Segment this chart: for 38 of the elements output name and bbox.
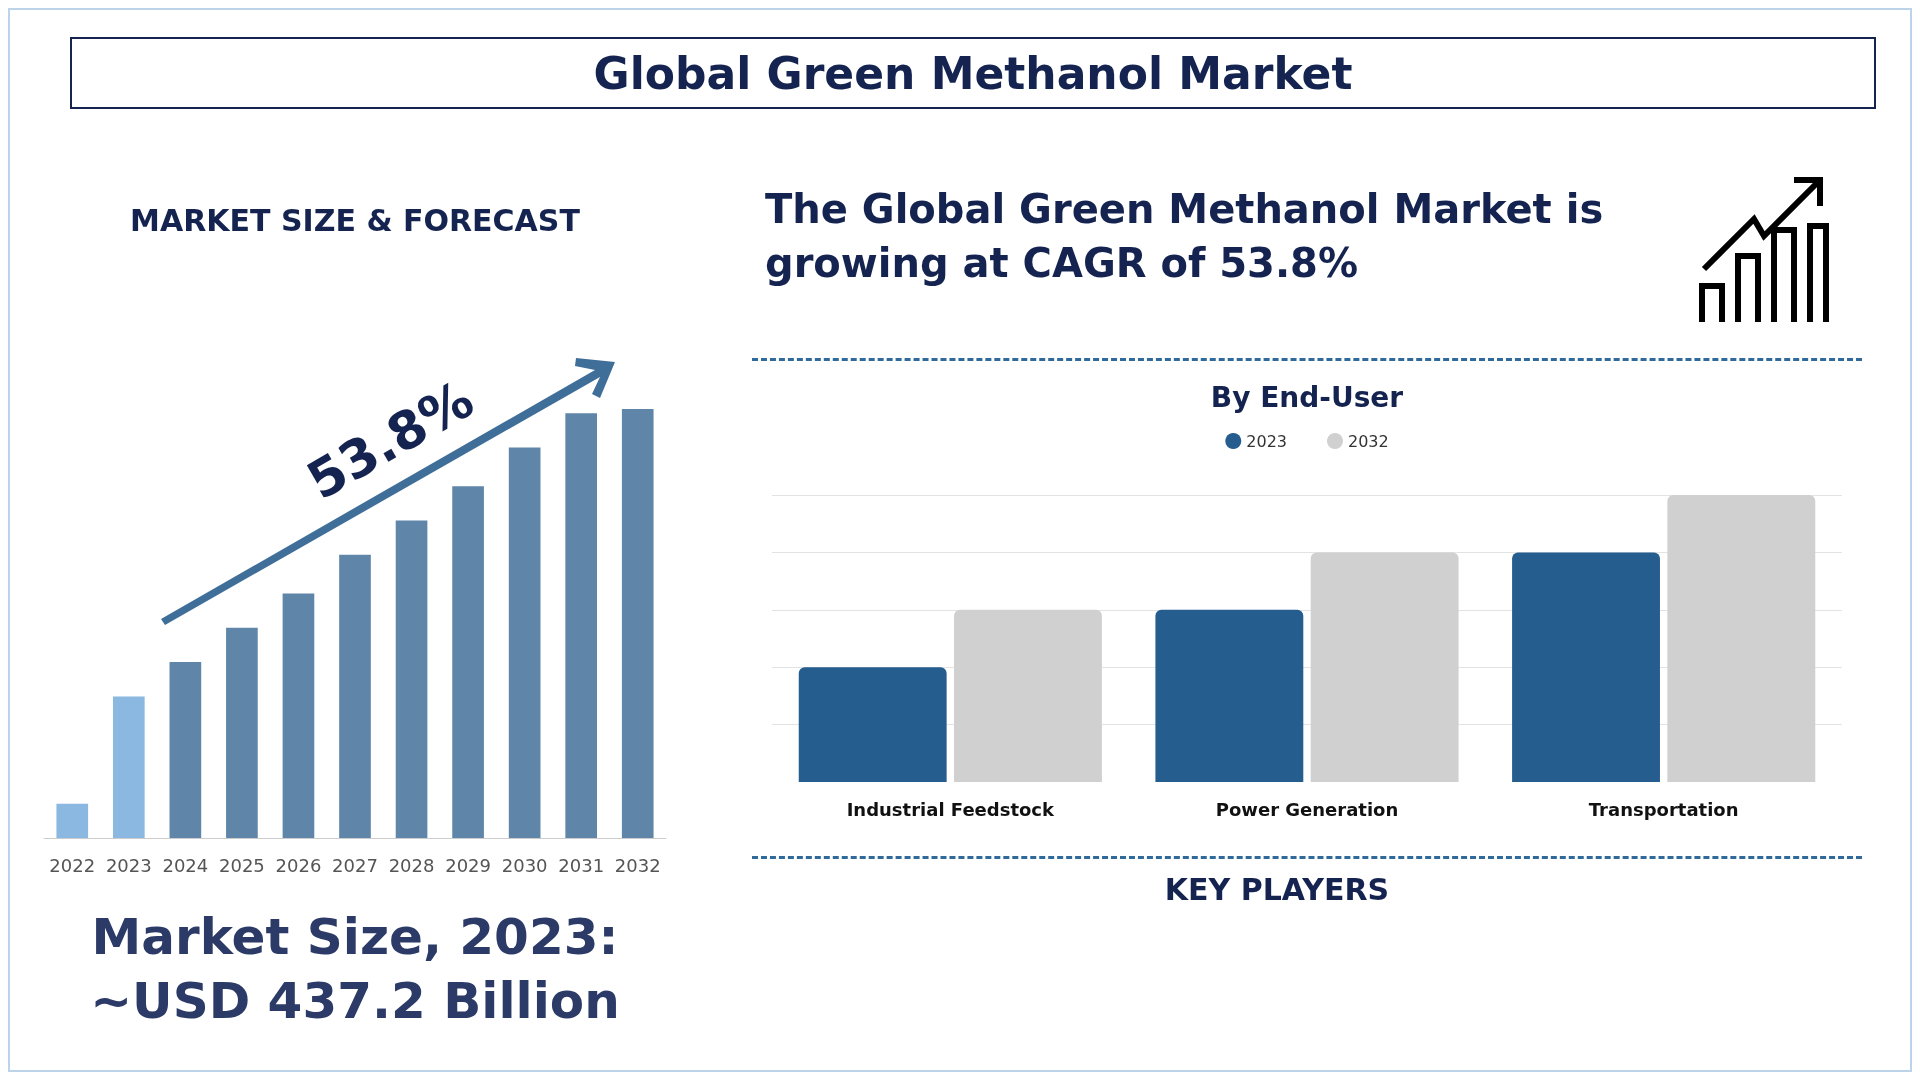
text: The Global Green Methanol Market is growing at CAGR of 53.8% bbox=[765, 185, 1605, 288]
bar bbox=[169, 662, 202, 838]
x-tick-label: 2022 bbox=[49, 854, 96, 876]
x-tick-label: 2028 bbox=[388, 854, 435, 876]
text: Market Size, 2023: ~USD 437.2 Billion bbox=[89, 907, 621, 1032]
bar bbox=[1155, 609, 1304, 782]
text: KEY PLAYERS bbox=[1163, 872, 1391, 907]
x-tick-label: 2025 bbox=[219, 854, 265, 876]
x-tick-label: 2031 bbox=[558, 854, 605, 876]
legend-label: 2032 bbox=[1348, 431, 1389, 451]
chart-title: MARKET SIZE & FORECAST bbox=[130, 202, 581, 238]
x-tick-label: 2027 bbox=[332, 854, 378, 876]
x-tick-label: 2029 bbox=[445, 854, 491, 876]
x-tick-label: 2032 bbox=[614, 854, 661, 876]
x-tick-label: Transportation bbox=[1588, 798, 1739, 820]
x-tick-label: 2030 bbox=[501, 854, 548, 876]
bar bbox=[395, 520, 428, 838]
bar bbox=[56, 803, 89, 838]
bar bbox=[226, 627, 258, 838]
bar bbox=[621, 409, 654, 838]
bar bbox=[282, 593, 315, 838]
bar bbox=[1310, 552, 1459, 782]
x-tick-label: 2026 bbox=[275, 854, 322, 876]
x-tick-label: Industrial Feedstock bbox=[846, 798, 1056, 820]
bar bbox=[954, 609, 1102, 782]
x-tick-label: 2023 bbox=[105, 854, 152, 876]
bar bbox=[1667, 495, 1816, 782]
bar bbox=[565, 413, 598, 838]
x-tick-label: Power Generation bbox=[1215, 798, 1399, 820]
bar bbox=[798, 667, 947, 782]
bar bbox=[339, 554, 371, 838]
x-tick-label: 2024 bbox=[162, 854, 209, 876]
legend-label: 2023 bbox=[1246, 431, 1287, 451]
bar bbox=[508, 447, 541, 838]
chart-title: By End-User bbox=[1210, 380, 1404, 414]
bar bbox=[1512, 552, 1660, 782]
text: Global Green Methanol Market bbox=[70, 37, 1876, 109]
bar bbox=[112, 696, 145, 838]
